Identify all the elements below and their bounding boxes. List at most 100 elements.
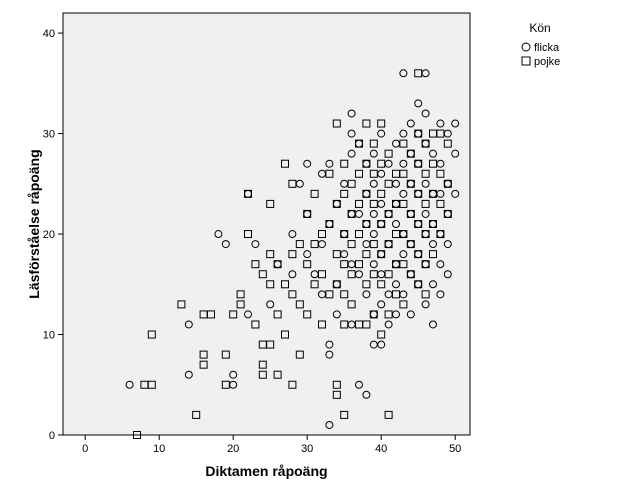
data-point-pojke bbox=[147, 380, 156, 389]
legend-label-pojke: pojke bbox=[534, 56, 560, 68]
data-point-pojke bbox=[332, 199, 341, 208]
data-point-pojke bbox=[443, 179, 452, 188]
data-point-pojke bbox=[251, 260, 260, 269]
data-point-pojke bbox=[384, 179, 393, 188]
data-point-pojke bbox=[258, 270, 267, 279]
data-point-pojke bbox=[414, 129, 423, 138]
data-point-pojke bbox=[377, 250, 386, 259]
data-point-flicka bbox=[229, 370, 238, 379]
data-point-flicka bbox=[377, 300, 386, 309]
data-point-pojke bbox=[244, 189, 252, 198]
data-point-flicka bbox=[125, 380, 134, 389]
data-point-pojke bbox=[347, 270, 356, 279]
data-point-flicka bbox=[221, 240, 230, 249]
data-point-flicka bbox=[303, 250, 312, 259]
data-point-pojke bbox=[318, 320, 326, 329]
data-point-pojke bbox=[384, 270, 393, 279]
data-point-pojke bbox=[147, 330, 156, 339]
data-point-flicka bbox=[214, 230, 223, 239]
data-point-pojke bbox=[429, 159, 437, 168]
data-point-pojke bbox=[377, 330, 386, 339]
data-point-flicka bbox=[369, 149, 378, 158]
data-point-pojke bbox=[325, 169, 334, 178]
data-point-pojke bbox=[377, 159, 386, 168]
data-point-pojke bbox=[332, 390, 341, 399]
data-point-flicka bbox=[421, 300, 430, 309]
data-point-pojke bbox=[421, 230, 430, 239]
x-tick-label: 40 bbox=[375, 443, 387, 455]
data-point-pojke bbox=[199, 350, 208, 359]
data-point-pojke bbox=[369, 310, 378, 319]
data-point-pojke bbox=[266, 199, 275, 208]
data-point-flicka bbox=[443, 270, 452, 279]
data-point-pojke bbox=[362, 250, 371, 259]
data-point-pojke bbox=[377, 280, 386, 289]
data-point-pojke bbox=[340, 290, 349, 299]
data-point-pojke bbox=[295, 300, 304, 309]
data-point-pojke bbox=[399, 230, 408, 239]
legend-marker-flicka bbox=[521, 42, 531, 52]
data-point-pojke bbox=[384, 410, 393, 419]
x-tick-label: 30 bbox=[301, 443, 313, 455]
data-point-flicka bbox=[362, 290, 371, 299]
y-tick-label: 40 bbox=[43, 28, 55, 40]
data-point-pojke bbox=[436, 230, 445, 239]
y-axis: 0 10 20 30 40 bbox=[43, 28, 63, 442]
data-point-pojke bbox=[310, 240, 319, 249]
x-axis-title: Diktamen råpoäng bbox=[205, 463, 327, 479]
data-point-pojke bbox=[384, 310, 393, 319]
data-point-flicka bbox=[429, 320, 437, 329]
data-point-flicka bbox=[184, 370, 193, 379]
data-point-pojke bbox=[392, 290, 400, 299]
data-point-pojke bbox=[347, 179, 356, 188]
data-point-flicka bbox=[362, 390, 371, 399]
data-point-pojke bbox=[377, 189, 386, 198]
data-point-pojke bbox=[281, 330, 289, 339]
data-point-flicka bbox=[399, 129, 408, 138]
data-point-pojke bbox=[377, 119, 386, 128]
data-point-flicka bbox=[288, 230, 297, 239]
data-point-pojke bbox=[429, 189, 437, 198]
data-point-pojke bbox=[421, 290, 430, 299]
data-point-flicka bbox=[332, 310, 341, 319]
legend: Kön flicka pojke bbox=[521, 21, 560, 68]
data-point-pojke bbox=[399, 169, 408, 178]
data-point-pojke bbox=[377, 220, 386, 228]
data-point-pojke bbox=[266, 250, 275, 259]
data-point-pojke bbox=[369, 240, 378, 249]
data-point-pojke bbox=[340, 189, 349, 198]
data-point-pojke bbox=[355, 230, 363, 239]
data-point-pojke bbox=[429, 220, 437, 228]
data-point-pojke bbox=[355, 199, 363, 208]
data-point-pojke bbox=[221, 380, 230, 389]
data-point-flicka bbox=[369, 179, 378, 188]
data-point-flicka bbox=[347, 129, 356, 138]
data-point-pojke bbox=[288, 290, 297, 299]
data-point-flicka bbox=[244, 310, 252, 319]
data-point-pojke bbox=[318, 270, 326, 279]
data-point-pojke bbox=[332, 280, 341, 289]
data-point-pojke bbox=[443, 139, 452, 148]
data-point-pojke bbox=[421, 169, 430, 178]
data-point-pojke bbox=[414, 220, 423, 228]
data-point-flicka bbox=[429, 280, 437, 289]
data-point-pojke bbox=[236, 290, 245, 299]
series-pojke bbox=[133, 69, 452, 439]
data-point-pojke bbox=[369, 270, 378, 279]
data-point-pojke bbox=[369, 199, 378, 208]
data-point-pojke bbox=[443, 209, 452, 218]
data-point-flicka bbox=[303, 159, 312, 168]
data-point-flicka bbox=[451, 119, 460, 128]
data-point-pojke bbox=[332, 380, 341, 389]
data-point-flicka bbox=[451, 149, 460, 158]
data-point-pojke bbox=[399, 139, 408, 148]
data-point-pojke bbox=[295, 240, 304, 249]
data-point-pojke bbox=[288, 179, 297, 188]
data-point-pojke bbox=[340, 230, 349, 239]
data-point-pojke bbox=[258, 370, 267, 379]
data-point-flicka bbox=[325, 340, 334, 349]
data-point-pojke bbox=[340, 320, 349, 329]
x-tick-label: 20 bbox=[227, 443, 239, 455]
data-point-pojke bbox=[332, 250, 341, 259]
data-point-flicka bbox=[377, 129, 386, 138]
